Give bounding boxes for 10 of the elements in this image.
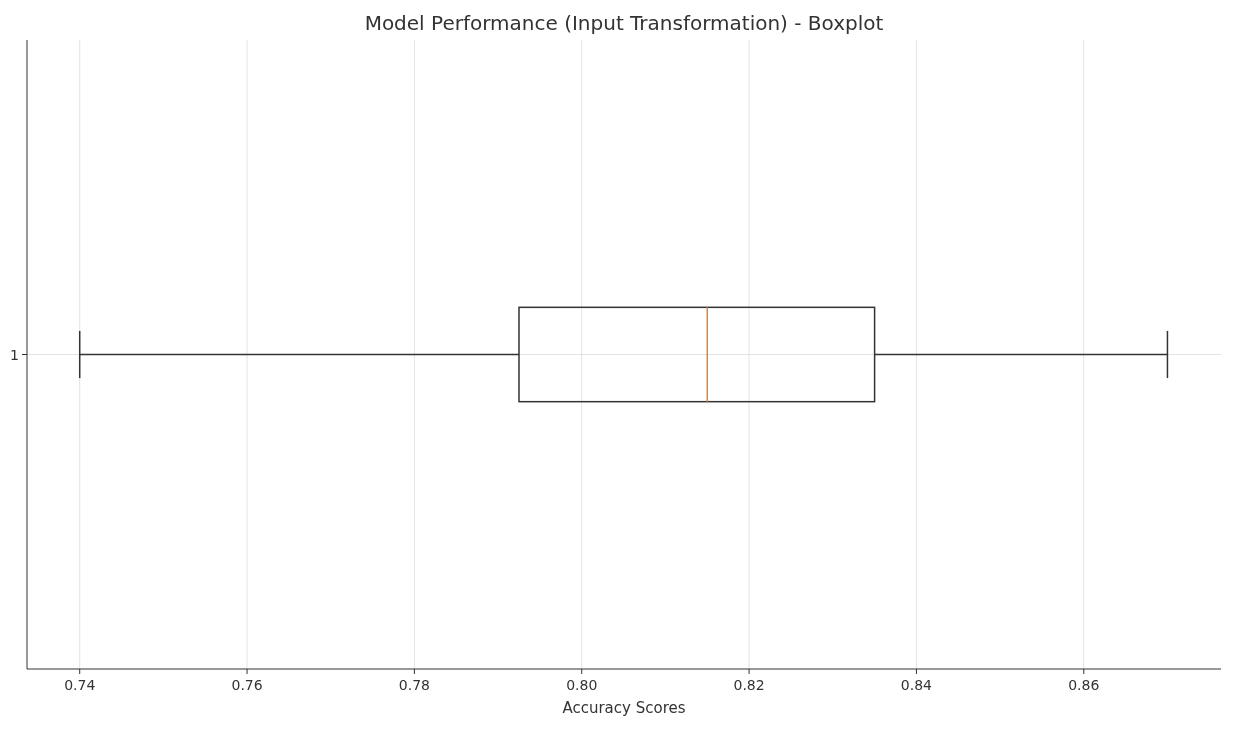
y-tick-label: 1 (10, 346, 19, 363)
x-tick-label: 0.80 (566, 677, 598, 693)
chart-title: Model Performance (Input Transformation) - Boxplot (364, 11, 884, 35)
x-tick-label: 0.78 (398, 677, 430, 693)
x-axis-title: Accuracy Scores (562, 699, 686, 717)
x-tick-label: 0.86 (1068, 677, 1100, 693)
x-tick-label: 0.82 (733, 677, 765, 693)
x-tick-label: 0.74 (64, 677, 96, 693)
x-tick-label: 0.84 (900, 677, 933, 693)
x-tick-label: 0.76 (231, 677, 263, 693)
